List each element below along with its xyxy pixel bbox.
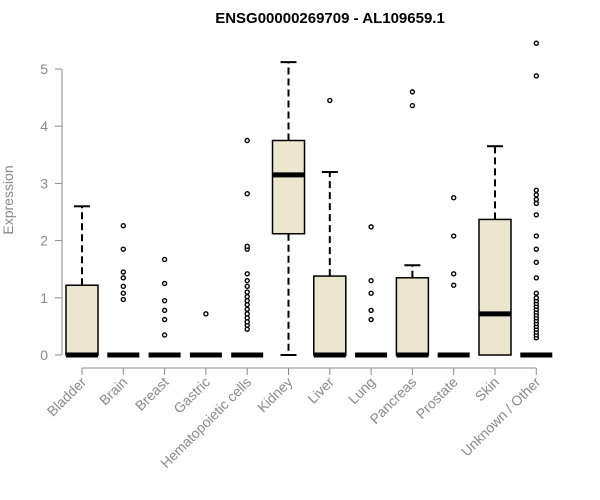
outlier-point bbox=[533, 73, 539, 79]
outlier-point bbox=[533, 275, 539, 281]
box-body bbox=[395, 277, 430, 356]
x-tick-label: Lung bbox=[345, 374, 378, 407]
outlier-point bbox=[120, 269, 127, 275]
y-tick-label: 3 bbox=[40, 175, 48, 191]
y-tick-label: 4 bbox=[40, 118, 48, 134]
outlier-point bbox=[368, 307, 374, 314]
outlier-point bbox=[244, 190, 250, 197]
box-unknown-other bbox=[520, 40, 553, 358]
box-kidney bbox=[271, 61, 306, 356]
outlier-point bbox=[533, 290, 539, 296]
outlier-point bbox=[533, 187, 539, 193]
outlier-point bbox=[533, 40, 539, 46]
outlier-point bbox=[451, 194, 457, 201]
box-skin bbox=[478, 145, 512, 356]
y-axis-label: Expression bbox=[0, 165, 16, 234]
outlier-point bbox=[368, 290, 374, 296]
box-body bbox=[478, 218, 512, 356]
outlier-point bbox=[203, 311, 209, 317]
box-breast bbox=[148, 256, 181, 358]
outlier-point bbox=[120, 296, 127, 303]
y-axis: 0 1 2 3 4 5 bbox=[40, 61, 63, 363]
outlier-point bbox=[244, 306, 250, 312]
outlier-point bbox=[120, 290, 127, 296]
box-body bbox=[313, 275, 347, 356]
outlier-point bbox=[368, 277, 374, 284]
outlier-point bbox=[533, 259, 539, 266]
x-tick-label: Bladder bbox=[44, 374, 90, 420]
box-hematopoietic-cells bbox=[231, 137, 264, 358]
outlier-point bbox=[244, 283, 250, 290]
box-liver bbox=[313, 97, 347, 358]
outlier-point bbox=[161, 280, 168, 287]
outlier-point bbox=[120, 283, 127, 290]
outlier-point bbox=[244, 277, 250, 284]
outlier-point bbox=[161, 307, 168, 314]
outlier-point bbox=[244, 271, 250, 277]
outlier-point bbox=[533, 295, 539, 301]
outlier-point bbox=[244, 243, 250, 250]
x-tick-label: Breast bbox=[132, 374, 172, 414]
outlier-point bbox=[161, 297, 168, 304]
outlier-point bbox=[244, 137, 250, 144]
outlier-point bbox=[533, 192, 539, 198]
box-lung bbox=[355, 224, 388, 358]
outlier-point bbox=[533, 246, 539, 252]
x-tick-label: Prostate bbox=[413, 374, 461, 422]
outlier-point bbox=[161, 316, 168, 323]
outlier-point bbox=[327, 97, 333, 104]
plot-area bbox=[65, 40, 553, 358]
outlier-point bbox=[451, 282, 457, 288]
box-body bbox=[65, 284, 99, 356]
outlier-point bbox=[533, 212, 539, 218]
outlier-point bbox=[244, 311, 250, 317]
y-tick-label: 2 bbox=[40, 233, 48, 249]
outlier-point bbox=[161, 256, 168, 263]
outlier-point bbox=[244, 293, 250, 300]
outlier-point bbox=[409, 102, 416, 109]
box-prostate bbox=[437, 194, 470, 358]
y-tick-label: 0 bbox=[40, 347, 48, 363]
y-tick-label: 5 bbox=[40, 61, 48, 77]
outlier-point bbox=[161, 332, 168, 338]
outlier-point bbox=[451, 271, 457, 277]
outlier-point bbox=[451, 233, 457, 239]
outlier-point bbox=[120, 246, 127, 252]
box-pancreas bbox=[395, 89, 430, 358]
outlier-point bbox=[120, 275, 127, 281]
outlier-point bbox=[409, 89, 416, 95]
outlier-point bbox=[533, 196, 539, 203]
box-brain bbox=[107, 223, 140, 358]
outlier-point bbox=[368, 316, 374, 323]
x-tick-label: Skin bbox=[472, 374, 503, 405]
outlier-point bbox=[533, 233, 539, 239]
box-body bbox=[271, 139, 306, 235]
chart-title: ENSG00000269709 - AL109659.1 bbox=[215, 10, 445, 27]
box-gastric bbox=[189, 311, 222, 358]
x-tick-label: Liver bbox=[304, 374, 337, 407]
outlier-point bbox=[368, 224, 374, 230]
box-bladder bbox=[65, 205, 99, 358]
x-tick-label: Brain bbox=[96, 374, 130, 408]
x-tick-label: Kidney bbox=[254, 374, 296, 416]
outlier-point bbox=[120, 223, 127, 229]
y-tick-label: 1 bbox=[40, 290, 48, 306]
outlier-point bbox=[244, 289, 250, 295]
